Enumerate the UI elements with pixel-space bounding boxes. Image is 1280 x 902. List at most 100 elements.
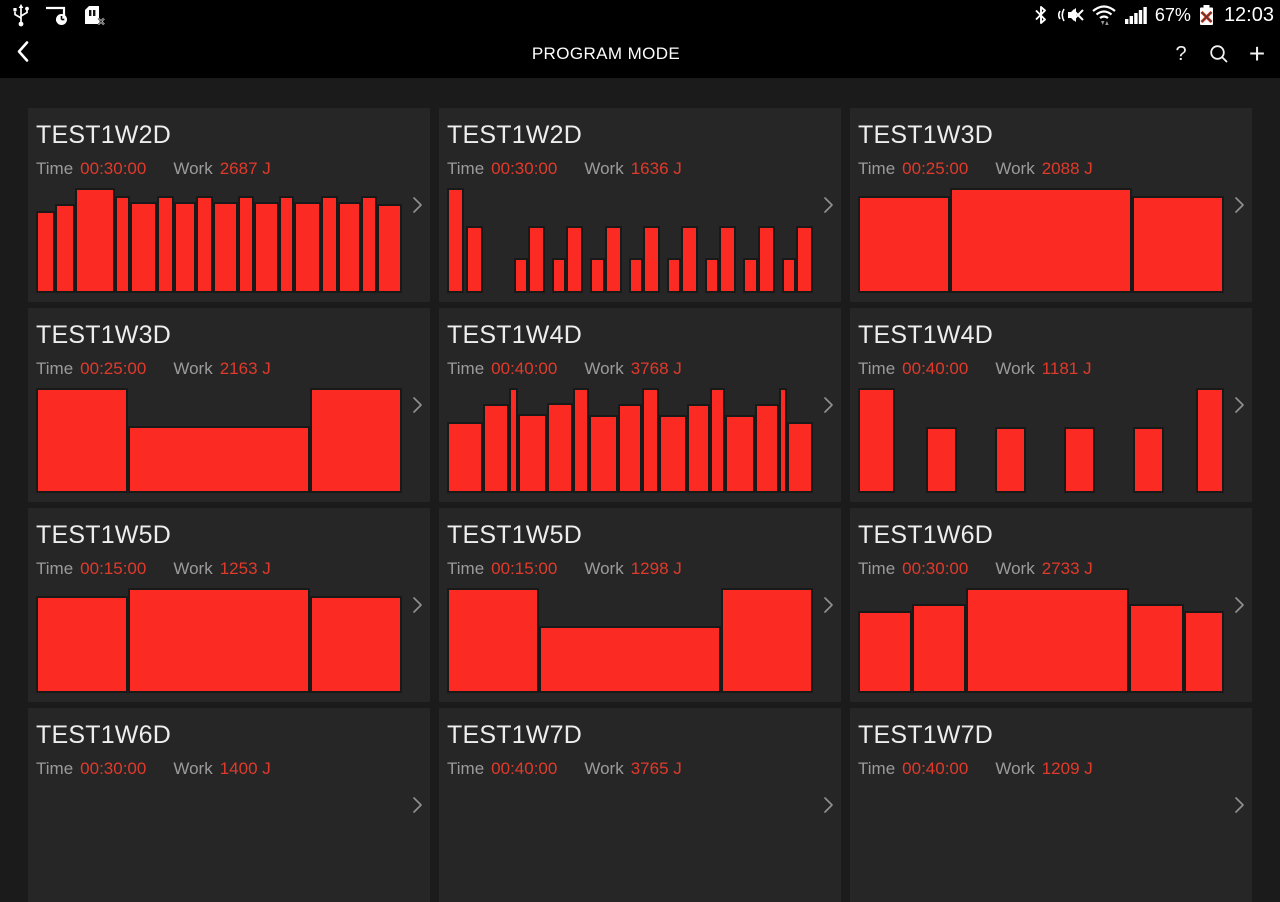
work-value: 2733 J	[1041, 559, 1093, 578]
no-sim-icon	[85, 6, 105, 26]
program-meta: Time 00:30:00 Work 1400 J	[36, 759, 422, 779]
program-title: TEST1W7D	[858, 721, 993, 749]
chevron-left-icon	[17, 41, 29, 62]
time-value: 00:15:00	[80, 559, 147, 578]
program-card[interactable]: TEST1W2D Time 00:30:00 Work 2687 J	[28, 108, 430, 302]
work-label: Work	[995, 359, 1035, 378]
program-meta: Time 00:30:00 Work 1636 J	[447, 159, 833, 179]
chart-bar	[926, 426, 958, 493]
chart-bar	[127, 588, 311, 693]
chart-bar	[858, 611, 912, 693]
chart-bar	[858, 388, 895, 493]
chart-bar	[517, 414, 547, 493]
chart-bar	[36, 596, 128, 693]
chart-bar	[157, 196, 174, 293]
program-chart	[858, 788, 1224, 893]
status-bar-left	[6, 3, 106, 27]
back-button[interactable]	[12, 37, 34, 72]
program-card[interactable]: TEST1W3D Time 00:25:00 Work 2088 J	[850, 108, 1252, 302]
program-title: TEST1W5D	[447, 521, 582, 549]
chart-bar	[755, 403, 780, 493]
chart-bar	[546, 402, 573, 493]
program-card[interactable]: TEST1W7D Time 00:40:00 Work 3765 J	[439, 708, 841, 902]
chart-bar	[628, 258, 643, 293]
chart-bar	[508, 388, 518, 493]
help-button[interactable]: ?	[1175, 42, 1187, 65]
search-button[interactable]	[1204, 34, 1234, 74]
chart-bar	[36, 388, 128, 493]
chevron-right-icon	[413, 797, 422, 813]
work-label: Work	[584, 359, 624, 378]
chart-bar	[337, 201, 361, 293]
chart-bar	[528, 225, 546, 293]
chevron-right-icon	[1235, 797, 1244, 813]
program-chart	[447, 588, 813, 693]
chart-bar	[130, 201, 158, 293]
chart-bar	[447, 421, 484, 493]
chart-bar	[641, 388, 659, 493]
chart-bar	[566, 225, 584, 293]
program-card[interactable]: TEST1W4D Time 00:40:00 Work 3768 J	[439, 308, 841, 502]
program-title: TEST1W2D	[36, 121, 171, 149]
chart-bar	[658, 415, 687, 493]
time-value: 00:15:00	[491, 559, 558, 578]
add-program-button[interactable]: +	[1248, 38, 1266, 69]
program-card[interactable]: TEST1W5D Time 00:15:00 Work 1253 J	[28, 508, 430, 702]
program-title: TEST1W7D	[447, 721, 582, 749]
signal-icon	[1124, 7, 1147, 24]
chevron-right-icon	[1235, 197, 1244, 213]
chart-bar	[196, 196, 213, 293]
chart-bar	[666, 258, 682, 293]
chart-bar	[588, 415, 618, 493]
wifi-icon	[1092, 5, 1116, 25]
chart-bar	[54, 203, 76, 293]
program-chart	[858, 388, 1225, 493]
time-value: 00:25:00	[902, 159, 969, 178]
chart-bar	[743, 258, 758, 293]
status-bar-right: 67% 12:03	[1033, 3, 1274, 27]
chart-bar	[212, 201, 238, 293]
time-label: Time	[447, 359, 485, 378]
time-value: 00:40:00	[902, 759, 969, 778]
chart-bar	[483, 403, 509, 493]
status-bar: 67% 12:03	[0, 0, 1280, 30]
program-card[interactable]: TEST1W5D Time 00:15:00 Work 1298 J	[439, 508, 841, 702]
battery-percent: 67%	[1154, 4, 1191, 25]
chart-bar	[447, 588, 539, 693]
program-meta: Time 00:40:00 Work 3768 J	[447, 359, 833, 379]
chart-bar	[719, 225, 737, 293]
chart-bar	[721, 588, 813, 693]
chart-bar	[705, 258, 720, 293]
program-card[interactable]: TEST1W2D Time 00:30:00 Work 1636 J	[439, 108, 841, 302]
program-chart	[858, 188, 1224, 293]
work-value: 1298 J	[630, 559, 682, 578]
chevron-right-icon	[824, 597, 833, 613]
time-label: Time	[447, 559, 485, 578]
chart-bar	[237, 196, 255, 293]
program-card[interactable]: TEST1W4D Time 00:40:00 Work 1181 J	[850, 308, 1252, 502]
program-meta: Time 00:30:00 Work 2733 J	[858, 559, 1244, 579]
time-value: 00:30:00	[80, 159, 147, 178]
work-value: 1181 J	[1041, 359, 1092, 378]
work-value: 1209 J	[1041, 759, 1093, 778]
time-value: 00:25:00	[80, 359, 147, 378]
chart-bar	[1064, 426, 1096, 493]
work-value: 3765 J	[630, 759, 682, 778]
time-label: Time	[36, 759, 74, 778]
program-meta: Time 00:25:00 Work 2088 J	[858, 159, 1244, 179]
program-chart	[36, 188, 402, 293]
work-value: 1636 J	[630, 159, 682, 178]
program-card[interactable]: TEST1W6D Time 00:30:00 Work 1400 J	[28, 708, 430, 902]
work-value: 2687 J	[219, 159, 271, 178]
work-label: Work	[173, 359, 213, 378]
chevron-right-icon	[413, 397, 422, 413]
chart-bar	[513, 258, 529, 293]
chart-bar	[1133, 426, 1165, 493]
screen-timeout-icon	[46, 6, 67, 25]
program-title: TEST1W4D	[447, 321, 582, 349]
chart-bar	[949, 188, 1133, 293]
program-card[interactable]: TEST1W7D Time 00:40:00 Work 1209 J	[850, 708, 1252, 902]
time-value: 00:40:00	[491, 359, 558, 378]
program-card[interactable]: TEST1W3D Time 00:25:00 Work 2163 J	[28, 308, 430, 502]
program-card[interactable]: TEST1W6D Time 00:30:00 Work 2733 J	[850, 508, 1252, 702]
